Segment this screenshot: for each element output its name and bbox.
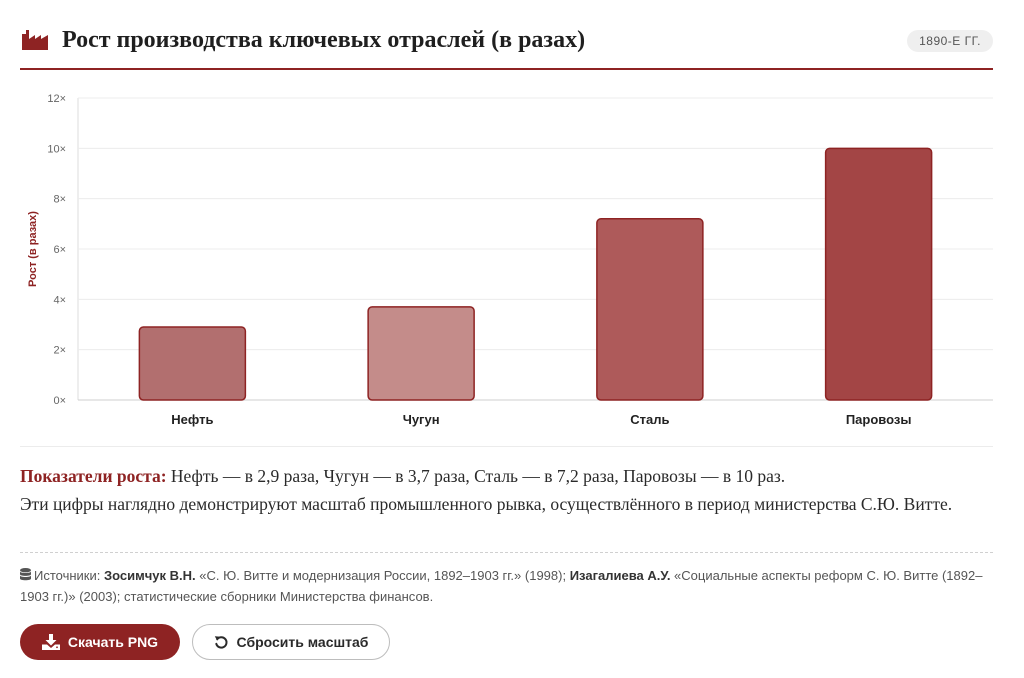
x-tick-label: Нефть xyxy=(171,412,213,427)
sources-prefix: Источники: xyxy=(34,568,104,583)
y-tick-label: 12× xyxy=(47,93,66,105)
x-tick-label: Чугун xyxy=(403,412,440,427)
bar-1 xyxy=(138,326,247,401)
y-tick-label: 6× xyxy=(53,244,66,256)
y-tick-label: 10× xyxy=(47,143,66,155)
y-tick-label: 8× xyxy=(53,194,66,206)
y-axis-label: Рост (в разах) xyxy=(27,211,39,287)
source-work-2: «Социальные аспекты реформ С. Ю. Витте (… xyxy=(20,568,983,604)
y-tick-label: 4× xyxy=(53,294,66,306)
factory-icon xyxy=(22,30,48,50)
sources-block: Источники: Зосимчук В.Н. «С. Ю. Витте и … xyxy=(20,552,993,607)
y-tick-label: 2× xyxy=(53,345,66,357)
reset-zoom-button[interactable]: Сбросить масштаб xyxy=(192,624,390,660)
summary-lead: Показатели роста: xyxy=(20,466,167,486)
bar-2 xyxy=(367,306,475,401)
chart-divider xyxy=(20,446,993,447)
source-work-1: «С. Ю. Витте и модернизация России, 1892… xyxy=(195,568,570,583)
bar-4 xyxy=(824,147,933,401)
download-button-label: Скачать PNG xyxy=(67,634,159,650)
chart-header: Рост производства ключевых отраслей (в р… xyxy=(20,22,993,70)
x-tick-label: Паровозы xyxy=(846,412,912,427)
database-icon xyxy=(20,568,31,581)
undo-icon xyxy=(214,635,228,649)
reset-button-label: Сбросить масштаб xyxy=(236,634,369,650)
bar-chart: 0× 2× 4× 6× 8× 10× 12× Рост (в разах) Нефть Чугун… xyxy=(20,80,993,446)
chart-canvas: 0× 2× 4× 6× 8× 10× 12× Рост (в разах) Нефть Чугун… xyxy=(27,93,993,427)
download-png-button[interactable]: Скачать PNG xyxy=(20,624,180,660)
bar-3 xyxy=(596,218,704,401)
page-title: Рост производства ключевых отраслей (в р… xyxy=(62,27,586,53)
period-badge: 1890-Е ГГ. xyxy=(907,30,993,52)
summary-line-1: Показатели роста: Нефть — в 2,9 раза, Чу… xyxy=(20,462,993,490)
summary-line-2: Эти цифры наглядно демонстрируют масштаб… xyxy=(20,494,953,514)
x-tick-label: Сталь xyxy=(630,412,669,427)
download-icon xyxy=(41,634,60,650)
y-tick-label: 0× xyxy=(53,395,66,407)
summary-values: Нефть — в 2,9 раза, Чугун — в 3,7 раза, … xyxy=(166,466,786,486)
source-author-1: Зосимчук В.Н. xyxy=(103,568,196,583)
source-author-2: Изагалиева А.У. xyxy=(569,568,671,583)
summary-text: Показатели роста: Нефть — в 2,9 раза, Чу… xyxy=(20,462,993,518)
